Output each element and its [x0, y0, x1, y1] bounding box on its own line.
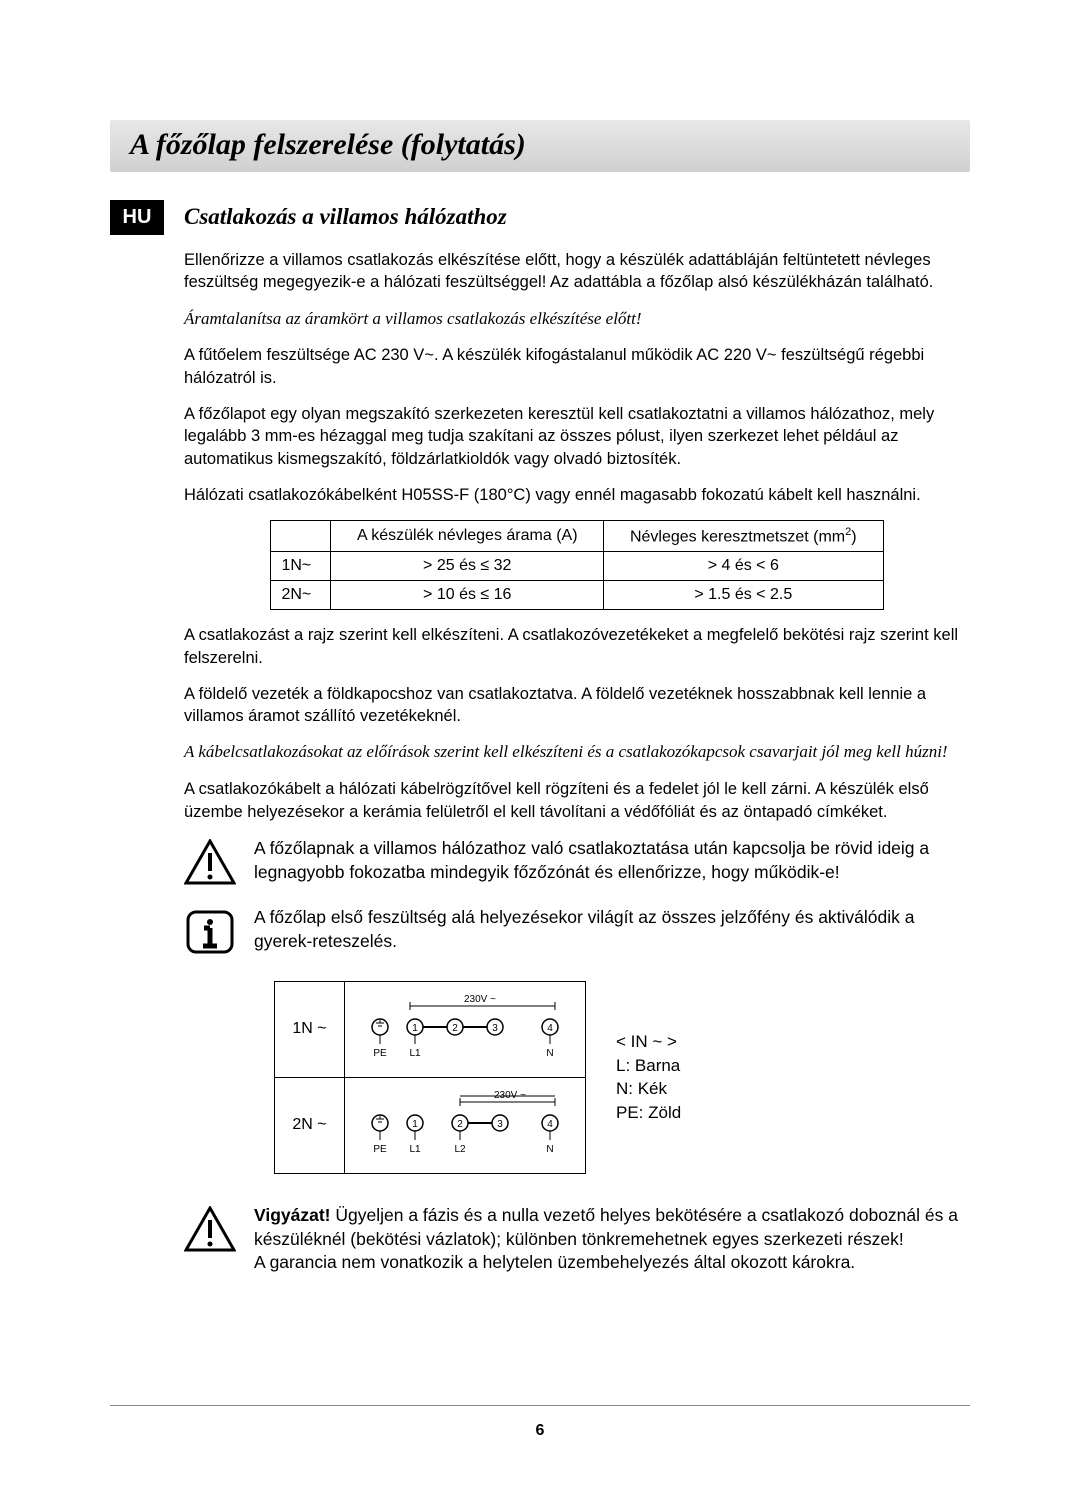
svg-text:PE: PE	[373, 1048, 387, 1059]
legend-line: N: Kék	[616, 1077, 681, 1101]
svg-text:N: N	[546, 1048, 553, 1059]
legend-line: < IN ~ >	[616, 1030, 681, 1054]
table-cell: 1N~	[271, 552, 331, 581]
svg-text:1: 1	[412, 1119, 418, 1130]
text: Névleges keresztmetszet (mm	[630, 528, 845, 545]
warning-text: A főzőlapnak a villamos hálózathoz való …	[254, 837, 970, 884]
svg-text:3: 3	[492, 1023, 498, 1034]
svg-text:PE: PE	[373, 1144, 387, 1155]
warning-block: Vigyázat! Ügyeljen a fázis és a nulla ve…	[184, 1204, 970, 1275]
svg-text:3: 3	[497, 1119, 503, 1130]
table-cell: > 25 és ≤ 32	[331, 552, 604, 581]
wiring-label: 2N ~	[275, 1077, 345, 1173]
paragraph-italic: Áramtalanítsa az áramkört a villamos csa…	[184, 308, 970, 331]
table-row: 1N ~ 230V ~ PE 1	[275, 981, 586, 1077]
svg-text:L1: L1	[409, 1144, 421, 1155]
section-subtitle: Csatlakozás a villamos hálózathoz	[184, 200, 507, 230]
svg-text:L2: L2	[454, 1144, 466, 1155]
table-row: 1N~ > 25 és ≤ 32 > 4 és < 6	[271, 552, 883, 581]
wiring-label: 1N ~	[275, 981, 345, 1077]
info-text: A főzőlap első feszültség alá helyezések…	[254, 906, 970, 953]
table-header	[271, 521, 331, 552]
table-row: 2N~ > 10 és ≤ 16 > 1.5 és < 2.5	[271, 581, 883, 610]
table-cell: > 4 és < 6	[604, 552, 883, 581]
info-icon	[184, 908, 236, 961]
table-cell: > 1.5 és < 2.5	[604, 581, 883, 610]
legend-line: L: Barna	[616, 1054, 681, 1078]
paragraph-italic: A kábelcsatlakozásokat az előírások szer…	[184, 741, 970, 764]
svg-text:2: 2	[452, 1023, 458, 1034]
page-title-bar: A főzőlap felszerelése (folytatás)	[110, 120, 970, 172]
svg-text:2: 2	[457, 1119, 463, 1130]
table-header: A készülék névleges árama (A)	[331, 521, 604, 552]
svg-text:4: 4	[547, 1023, 553, 1034]
svg-text:L1: L1	[409, 1048, 421, 1059]
svg-text:1: 1	[412, 1023, 418, 1034]
paragraph: Hálózati csatlakozókábelként H05SS-F (18…	[184, 484, 970, 506]
paragraph: A főzőlapot egy olyan megszakító szerkez…	[184, 403, 970, 470]
paragraph: A csatlakozókábelt a hálózati kábelrögzí…	[184, 778, 970, 823]
language-badge: HU	[110, 200, 164, 235]
legend-line: PE: Zöld	[616, 1101, 681, 1125]
text: )	[851, 528, 856, 545]
page-number: 6	[0, 1422, 1080, 1440]
info-block: A főzőlap első feszültség alá helyezések…	[184, 906, 970, 961]
wiring-row: 1N ~ 230V ~ PE 1	[274, 981, 970, 1174]
wiring-diagram-1n: 230V ~ PE 1 L1 2 3	[345, 981, 586, 1077]
table-row: A készülék névleges árama (A) Névleges k…	[271, 521, 883, 552]
warning-text: Vigyázat! Ügyeljen a fázis és a nulla ve…	[254, 1204, 970, 1275]
warning-rest: Ügyeljen a fázis és a nulla vezető helye…	[254, 1205, 958, 1249]
paragraph: A csatlakozást a rajz szerint kell elkés…	[184, 624, 970, 669]
warning-bold: Vigyázat!	[254, 1205, 331, 1225]
svg-text:4: 4	[547, 1119, 553, 1130]
heading-row: HU Csatlakozás a villamos hálózathoz	[110, 200, 970, 235]
warning-line2: A garancia nem vonatkozik a helytelen üz…	[254, 1252, 855, 1272]
wiring-diagram-2n: 230V ~ PE 1 L1 2 L2 3	[345, 1077, 586, 1173]
voltage-label: 230V ~	[464, 994, 496, 1005]
spec-table: A készülék névleges árama (A) Névleges k…	[270, 520, 883, 610]
paragraph: Ellenőrizze a villamos csatlakozás elkés…	[184, 249, 970, 294]
warning-icon	[184, 839, 236, 890]
footer-rule	[110, 1405, 970, 1406]
wiring-legend: < IN ~ > L: Barna N: Kék PE: Zöld	[616, 1030, 681, 1125]
table-row: 2N ~ 230V ~ PE 1 L1	[275, 1077, 586, 1173]
paragraph: A földelő vezeték a földkapocshoz van cs…	[184, 683, 970, 728]
svg-text:N: N	[546, 1144, 553, 1155]
table-cell: > 10 és ≤ 16	[331, 581, 604, 610]
wiring-table: 1N ~ 230V ~ PE 1	[274, 981, 586, 1174]
warning-block: A főzőlapnak a villamos hálózathoz való …	[184, 837, 970, 890]
table-header: Névleges keresztmetszet (mm2)	[604, 521, 883, 552]
paragraph: A fűtőelem feszültsége AC 230 V~. A kész…	[184, 344, 970, 389]
content-block: Ellenőrizze a villamos csatlakozás elkés…	[184, 249, 970, 1275]
warning-icon	[184, 1206, 236, 1257]
table-cell: 2N~	[271, 581, 331, 610]
page-title: A főzőlap felszerelése (folytatás)	[130, 128, 950, 162]
